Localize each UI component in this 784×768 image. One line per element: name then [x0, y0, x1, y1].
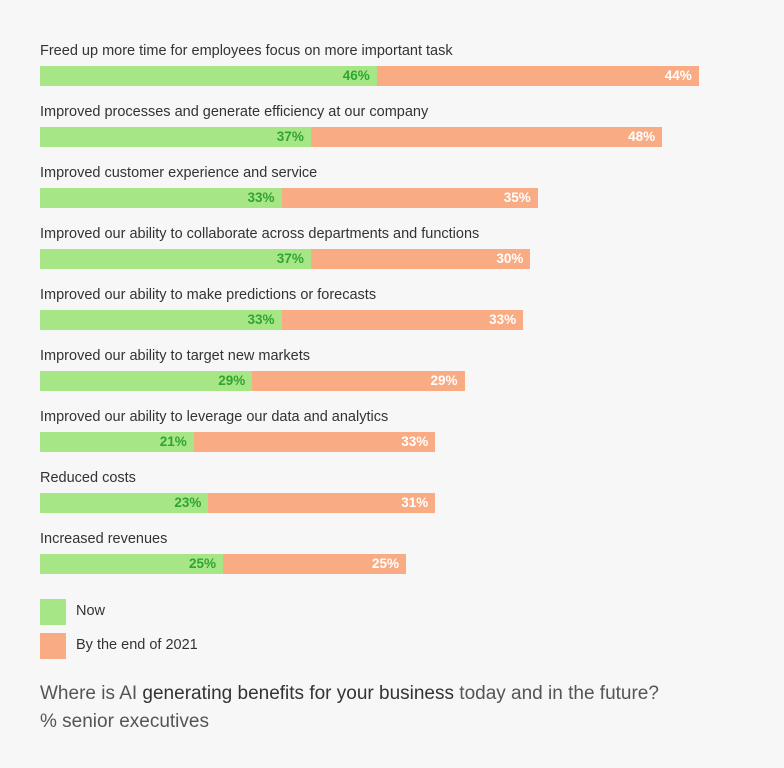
bar-now: [40, 249, 311, 269]
bar-now: [40, 188, 282, 208]
legend-swatch-future: [40, 633, 66, 659]
bar-future: [252, 371, 465, 391]
data-label-now: 23%: [174, 495, 202, 510]
bar-future: [310, 127, 663, 147]
data-label-now: 29%: [218, 373, 246, 388]
data-label-future: 30%: [496, 251, 524, 266]
legend-label-future: By the end of 2021: [76, 637, 198, 653]
caption-text-start: Where is AI: [40, 683, 143, 704]
category-label: Improved our ability to make predictions…: [40, 287, 377, 303]
data-label-now: 33%: [247, 190, 275, 205]
stacked-bar-chart: Freed up more time for employees focus o…: [40, 43, 699, 574]
data-label-future: 48%: [628, 129, 656, 144]
category-label: Improved customer experience and service: [40, 165, 318, 181]
caption-text-end: today and in the future? % senior execut…: [40, 683, 659, 732]
data-label-now: 37%: [276, 251, 304, 266]
bar-now: [40, 127, 311, 147]
bar-future: [223, 554, 406, 574]
bar-future: [281, 188, 538, 208]
category-label: Increased revenues: [40, 531, 168, 547]
caption-text-emphasis: generating benefits for your business: [142, 683, 455, 704]
data-label-future: 25%: [371, 556, 399, 571]
bar-future: [310, 249, 531, 269]
data-label-future: 31%: [401, 495, 429, 510]
category-label: Freed up more time for employees focus o…: [40, 43, 453, 59]
bar-now: [40, 493, 209, 513]
data-label-future: 29%: [430, 373, 458, 388]
data-label-now: 21%: [159, 434, 187, 449]
data-label-now: 33%: [247, 312, 275, 327]
bar-future: [376, 66, 699, 86]
bar-now: [40, 66, 377, 86]
bar-now: [40, 310, 282, 330]
legend-swatch-now: [40, 599, 66, 625]
bar-future: [281, 310, 524, 330]
chart-caption: Where is AI generating benefits for your…: [40, 680, 660, 736]
bar-now: [40, 432, 194, 452]
bar-now: [40, 371, 253, 391]
category-label: Improved our ability to leverage our dat…: [40, 409, 389, 425]
data-label-future: 33%: [489, 312, 517, 327]
bar-now: [40, 554, 223, 574]
data-label-now: 25%: [188, 556, 216, 571]
data-label-now: 46%: [342, 68, 370, 83]
data-label-future: 33%: [401, 434, 429, 449]
legend-label-now: Now: [76, 603, 106, 619]
category-label: Improved our ability to target new marke…: [40, 348, 310, 364]
category-label: Reduced costs: [40, 470, 136, 486]
bar-future: [208, 493, 436, 513]
data-label-future: 44%: [664, 68, 692, 83]
category-label: Improved processes and generate efficien…: [40, 104, 429, 120]
data-label-now: 37%: [276, 129, 304, 144]
data-label-future: 35%: [503, 190, 531, 205]
category-label: Improved our ability to collaborate acro…: [40, 226, 480, 242]
bar-future: [193, 432, 436, 452]
